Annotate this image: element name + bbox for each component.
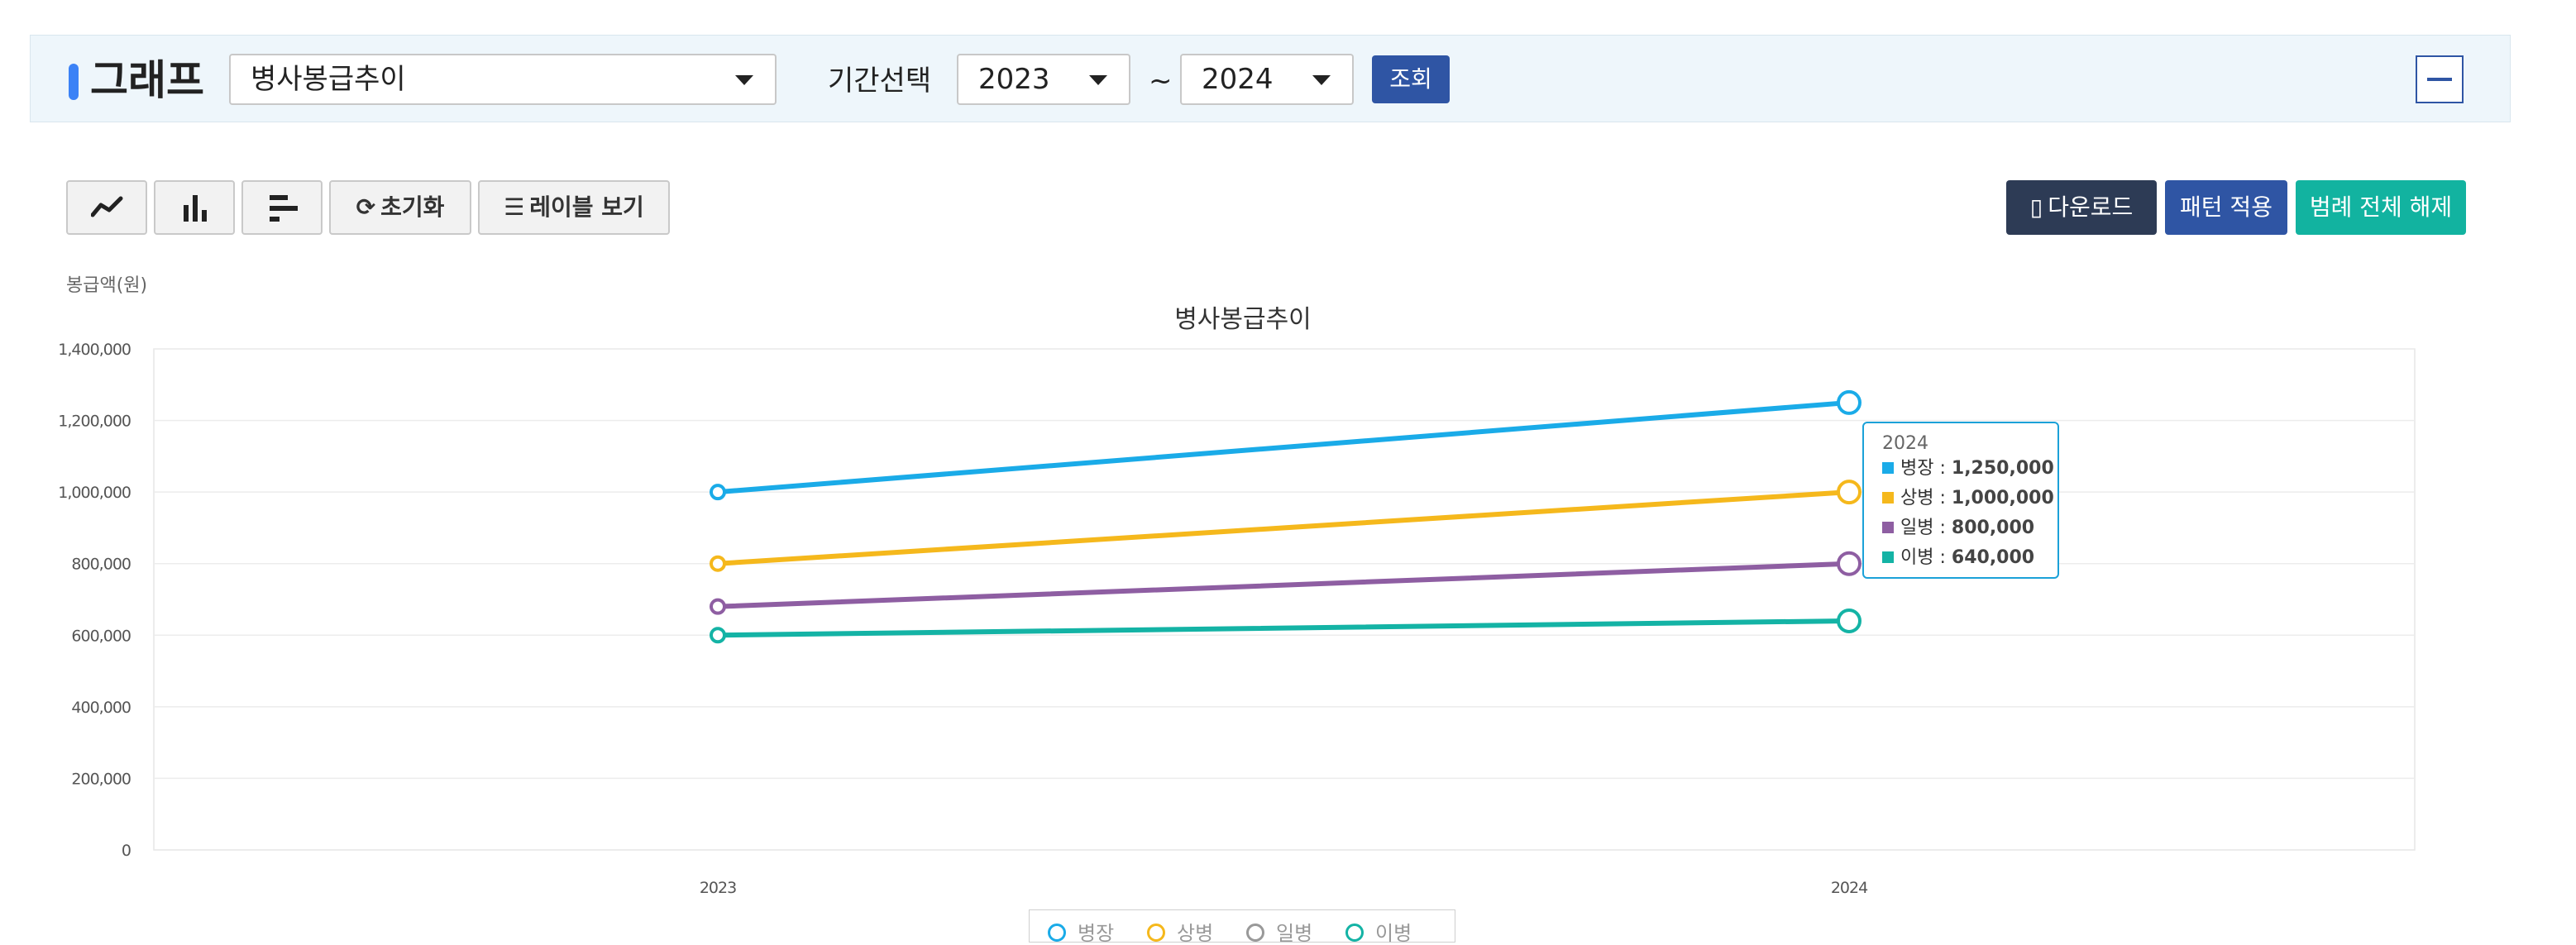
y-tick-label: 200,000 <box>71 770 131 788</box>
download-button[interactable]: ▯ 다운로드 <box>2006 180 2157 235</box>
data-point <box>710 484 726 501</box>
y-tick-label: 1,400,000 <box>58 341 131 359</box>
legend-item[interactable]: 병장 <box>1048 922 1114 945</box>
plot-area <box>153 348 2416 851</box>
data-point <box>1837 608 1862 633</box>
legend-label: 상병 <box>1177 922 1214 945</box>
legend-label: 일병 <box>1276 922 1313 945</box>
data-point <box>710 627 726 644</box>
data-point <box>1837 389 1862 415</box>
legend-label: 병장 <box>1078 922 1115 945</box>
chart-legend: 병장 상병 일병 이병 <box>1029 909 1455 945</box>
tooltip-series-name: 일병 <box>1900 518 1934 538</box>
y-tick-label: 800,000 <box>71 556 131 574</box>
series-line-2 <box>715 561 1852 609</box>
series-line-1 <box>715 489 1852 566</box>
collapse-button[interactable] <box>2416 55 2464 103</box>
search-button[interactable]: 조회 <box>1372 55 1450 103</box>
refresh-icon: ⟳ <box>356 193 376 221</box>
line-chart-button[interactable] <box>66 180 147 235</box>
period-to-select[interactable]: 2024 <box>1180 54 1354 105</box>
tooltip-row: 병장 : 1,250,000 <box>1882 456 2054 481</box>
label-view-label: 레이블 보기 <box>529 193 644 221</box>
bar-chart-icon <box>184 195 207 222</box>
chevron-down-icon <box>1312 75 1331 85</box>
tooltip-value: 1,250,000 <box>1951 458 2054 479</box>
horizontal-bar-chart-button[interactable] <box>241 180 323 235</box>
horizontal-bar-chart-icon <box>270 195 298 222</box>
line-chart: 봉급액(원) 병사봉급추이 0 200,000 400,000 600,000 800,00… <box>58 275 2416 897</box>
chart-tooltip: 2024 병장 : 1,250,000 상병 : 1,000,000 일병 : … <box>1862 422 2059 579</box>
legend-clear-button[interactable]: 범례 전체 해제 <box>2296 180 2466 235</box>
data-point <box>1837 551 1862 576</box>
period-from-value: 2023 <box>978 63 1050 96</box>
tooltip-category: 2024 <box>1882 433 1928 454</box>
tooltip-row: 일병 : 800,000 <box>1882 516 2034 541</box>
y-tick-label: 400,000 <box>71 699 131 717</box>
period-label: 기간선택 <box>828 64 932 98</box>
pattern-apply-button[interactable]: 패턴 적용 <box>2165 180 2287 235</box>
tooltip-value: 640,000 <box>1951 547 2035 568</box>
legend-item[interactable]: 이병 <box>1345 922 1412 945</box>
chevron-down-icon <box>735 75 753 85</box>
legend-item[interactable]: 일병 <box>1246 922 1312 945</box>
reset-label: 초기화 <box>380 193 445 221</box>
tooltip-value: 800,000 <box>1951 518 2035 538</box>
y-tick-label: 1,200,000 <box>58 413 131 431</box>
graph-header-bar: 그래프 병사봉급추이 기간선택 2023 ~ 2024 조회 <box>30 35 2511 122</box>
x-tick-label: 2024 <box>1831 879 1868 897</box>
series-line-0 <box>715 399 1852 495</box>
reset-button[interactable]: ⟳ 초기화 <box>329 180 471 235</box>
y-axis-label: 봉급액(원) <box>66 275 147 296</box>
label-view-button[interactable]: ☰ 레이블 보기 <box>478 180 670 235</box>
page-title: 그래프 <box>90 56 204 104</box>
tooltip-row: 이병 : 640,000 <box>1882 546 2034 570</box>
legend-item[interactable]: 상병 <box>1147 922 1213 945</box>
title-accent-mark <box>69 64 79 100</box>
legend-label: 이병 <box>1375 922 1412 945</box>
graph-select[interactable]: 병사봉급추이 <box>229 54 777 105</box>
y-tick-label: 600,000 <box>71 627 131 645</box>
tooltip-value: 1,000,000 <box>1951 488 2054 508</box>
line-chart-icon <box>91 196 123 217</box>
chevron-down-icon <box>1089 75 1107 85</box>
tooltip-series-name: 상병 <box>1900 488 1934 508</box>
map-folder-icon: ▯ <box>2029 193 2043 221</box>
minus-icon <box>2427 78 2452 81</box>
period-from-select[interactable]: 2023 <box>957 54 1130 105</box>
data-point <box>710 555 726 572</box>
period-to-value: 2024 <box>1202 63 1274 96</box>
series-line-3 <box>715 618 1852 638</box>
chart-title: 병사봉급추이 <box>1174 305 1312 334</box>
bar-chart-button[interactable] <box>154 180 235 235</box>
y-tick-label: 1,000,000 <box>58 484 131 502</box>
period-separator: ~ <box>1149 64 1173 98</box>
data-point <box>710 598 726 615</box>
tooltip-series-name: 병장 <box>1900 458 1934 479</box>
graph-select-value: 병사봉급추이 <box>251 63 406 96</box>
download-label: 다운로드 <box>2048 193 2134 221</box>
x-tick-label: 2023 <box>700 879 736 897</box>
data-point <box>1837 480 1862 505</box>
list-icon: ☰ <box>504 193 525 221</box>
tooltip-series-name: 이병 <box>1900 547 1934 568</box>
tooltip-row: 상병 : 1,000,000 <box>1882 486 2054 511</box>
y-tick-label: 0 <box>122 842 131 860</box>
